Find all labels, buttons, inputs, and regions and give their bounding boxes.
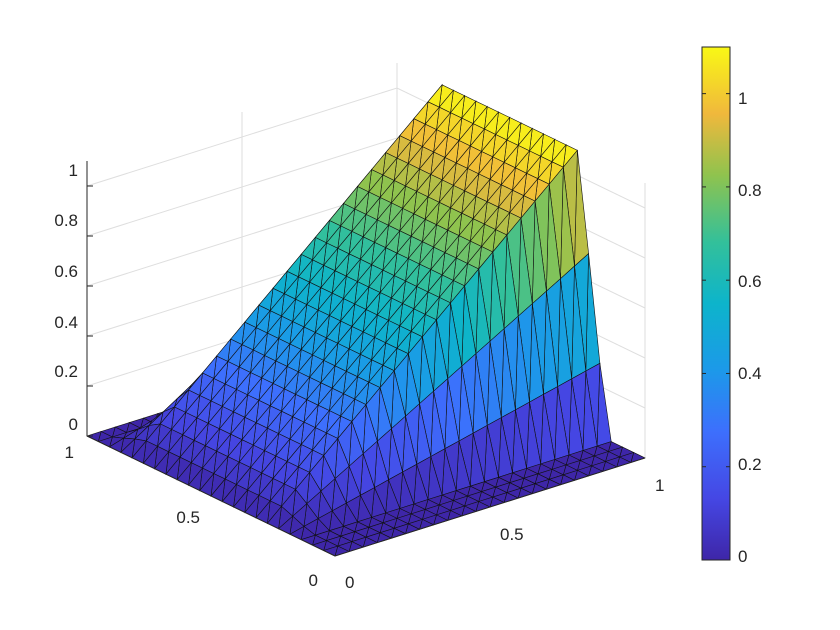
- colorbar-tick-label-0: 0: [738, 547, 747, 566]
- y-tick-label-0.5: 0.5: [176, 508, 200, 527]
- colorbar-tick-label-0.2: 0.2: [738, 455, 762, 474]
- x-tick-label-0: 0: [345, 573, 354, 592]
- colorbar: [701, 46, 731, 561]
- colorbar-tick-label-0.8: 0.8: [738, 181, 762, 200]
- y-tick-label-0: 0: [309, 571, 318, 590]
- z-tick-label-0.6: 0.6: [54, 262, 78, 281]
- z-tick-label-0.8: 0.8: [54, 211, 78, 230]
- z-tick-label-0.4: 0.4: [54, 313, 78, 332]
- y-axis-line: [86, 435, 336, 557]
- axes-lines: [86, 161, 646, 557]
- z-tick-label-1: 1: [69, 161, 78, 180]
- x-tick-label-0.5: 0.5: [500, 525, 524, 544]
- colorbar-ticks: [702, 93, 730, 561]
- colorbar-tick-label-1: 1: [738, 89, 747, 108]
- surface-mesh: [86, 83, 646, 557]
- colorbar-tick-label-0.6: 0.6: [738, 272, 762, 291]
- y-tick-label-1: 1: [65, 443, 74, 462]
- z-tick-label-0.2: 0.2: [54, 362, 78, 381]
- x-tick-label-1: 1: [655, 476, 664, 495]
- z-tick-label-0: 0: [69, 415, 78, 434]
- colorbar-tick-label-0.4: 0.4: [738, 364, 762, 383]
- x-axis-line: [334, 457, 646, 557]
